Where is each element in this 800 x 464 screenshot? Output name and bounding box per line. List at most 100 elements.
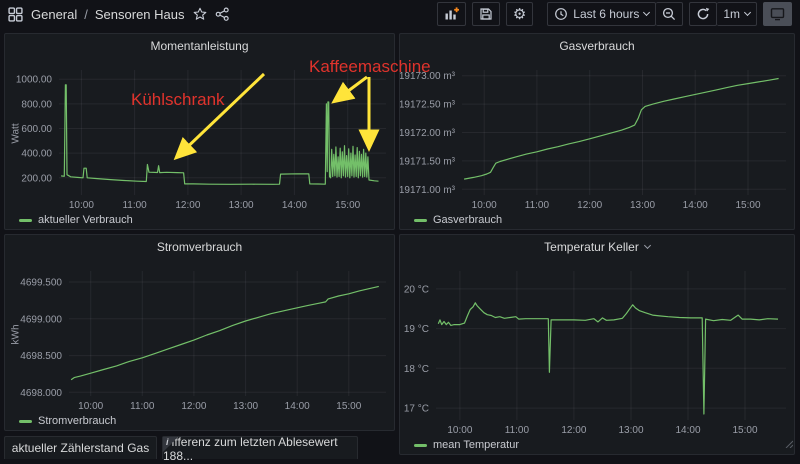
svg-text:15:00: 15:00 bbox=[735, 200, 760, 211]
chevron-down-icon bbox=[743, 8, 752, 17]
svg-text:1000.00: 1000.00 bbox=[16, 75, 53, 86]
top-nav: General / Sensoren Haus bbox=[0, 0, 800, 28]
panel-stromverbrauch: Stromverbrauch kWh 10:00 11:00 12:00 13:00 1… bbox=[4, 234, 395, 431]
legend-swatch bbox=[19, 419, 32, 423]
svg-text:200.00: 200.00 bbox=[21, 173, 52, 184]
chevron-down-icon bbox=[643, 241, 651, 250]
legend-item-mean-temperatur[interactable]: mean Temperatur bbox=[400, 436, 794, 454]
svg-text:12:00: 12:00 bbox=[577, 200, 602, 211]
svg-text:13:00: 13:00 bbox=[229, 200, 254, 211]
panel-title-stromverbrauch[interactable]: Stromverbrauch bbox=[156, 240, 243, 254]
zoom-out-button[interactable] bbox=[656, 2, 684, 26]
svg-text:4699.000: 4699.000 bbox=[20, 314, 62, 325]
time-range-label: Last 6 hours bbox=[573, 7, 640, 21]
panel-differenz-ablesewert: i Differenz zum letzten Ablesewert 188..… bbox=[162, 434, 358, 463]
clock-icon bbox=[555, 8, 568, 20]
svg-text:19172.00 m³: 19172.00 m³ bbox=[400, 128, 456, 139]
svg-text:13:00: 13:00 bbox=[630, 200, 655, 211]
time-picker-group: Last 6 hours bbox=[547, 2, 684, 26]
panel-title-temperatur-keller[interactable]: Temperatur Keller bbox=[400, 235, 794, 259]
svg-text:11:00: 11:00 bbox=[122, 200, 147, 211]
svg-text:12:00: 12:00 bbox=[561, 425, 586, 436]
breadcrumb-separator: / bbox=[84, 6, 88, 22]
share-icon[interactable] bbox=[215, 7, 229, 21]
svg-text:14:00: 14:00 bbox=[683, 200, 708, 211]
panel-zaehlerstand-gas: aktueller Zählerstand Gas bbox=[4, 436, 157, 459]
gear-icon: ⚙ bbox=[512, 5, 527, 23]
panel-title-differenz-ablesewert[interactable]: Differenz zum letzten Ablesewert 188... bbox=[163, 434, 338, 463]
svg-text:15:00: 15:00 bbox=[732, 425, 757, 436]
svg-text:13:00: 13:00 bbox=[233, 401, 258, 412]
legend-swatch bbox=[414, 443, 427, 447]
dashboard-canvas: Momentanleistung Watt 10:00 11:00 12:00 13:… bbox=[0, 28, 800, 463]
chart-temperatur-keller[interactable]: 10:00 11:00 12:00 13:00 14:00 15:00 17 °C 18 °C… bbox=[400, 259, 794, 436]
chart-gasverbrauch[interactable]: 10:00 11:00 12:00 13:00 14:00 15:00 19171.00 m… bbox=[400, 58, 794, 211]
panel-temperatur-keller: Temperatur Keller 10:00 11:00 12:00 13:00 14… bbox=[399, 234, 795, 455]
legend-item-stromverbrauch[interactable]: Stromverbrauch bbox=[5, 412, 394, 430]
panel-resize-handle[interactable] bbox=[785, 435, 794, 453]
time-range-button[interactable]: Last 6 hours bbox=[547, 2, 657, 26]
dashboard-settings-button[interactable]: ⚙ bbox=[505, 2, 534, 26]
svg-text:600.00: 600.00 bbox=[21, 124, 52, 135]
svg-text:19171.00 m³: 19171.00 m³ bbox=[400, 185, 456, 196]
refresh-interval-button[interactable]: 1m bbox=[717, 2, 757, 26]
add-panel-button[interactable] bbox=[436, 2, 466, 26]
refresh-group: 1m bbox=[689, 2, 757, 26]
refresh-interval-label: 1m bbox=[723, 7, 740, 21]
panel-momentanleistung: Momentanleistung Watt 10:00 11:00 12:00 13:… bbox=[4, 33, 395, 230]
panel-title-momentanleistung[interactable]: Momentanleistung bbox=[150, 39, 249, 53]
refresh-button[interactable] bbox=[689, 2, 718, 26]
breadcrumb-dashboard[interactable]: Sensoren Haus bbox=[94, 6, 185, 22]
svg-text:800.00: 800.00 bbox=[21, 99, 52, 110]
monitor-icon bbox=[770, 8, 785, 21]
dashboard-grid-icon[interactable] bbox=[8, 6, 23, 22]
chart-stromverbrauch[interactable]: kWh 10:00 11:00 12:00 13:00 14:00 15:00 4698.0… bbox=[5, 259, 394, 412]
svg-text:19 °C: 19 °C bbox=[404, 324, 429, 335]
svg-text:400.00: 400.00 bbox=[21, 149, 52, 160]
svg-text:12:00: 12:00 bbox=[175, 200, 200, 211]
svg-text:14:00: 14:00 bbox=[675, 425, 700, 436]
svg-text:18 °C: 18 °C bbox=[404, 364, 429, 375]
star-icon[interactable] bbox=[193, 7, 207, 21]
refresh-icon bbox=[698, 7, 710, 20]
save-dashboard-button[interactable] bbox=[471, 2, 500, 26]
legend-swatch bbox=[414, 218, 427, 222]
info-icon: i bbox=[166, 437, 169, 447]
svg-text:4698.000: 4698.000 bbox=[20, 388, 62, 399]
breadcrumb: General / Sensoren Haus bbox=[31, 7, 185, 22]
svg-text:10:00: 10:00 bbox=[69, 200, 94, 211]
kiosk-tv-button[interactable] bbox=[763, 2, 792, 26]
svg-text:11:00: 11:00 bbox=[130, 401, 155, 412]
panel-title-gasverbrauch[interactable]: Gasverbrauch bbox=[559, 39, 635, 53]
legend-swatch bbox=[19, 218, 32, 222]
svg-text:15:00: 15:00 bbox=[336, 401, 361, 412]
svg-text:19172.50 m³: 19172.50 m³ bbox=[400, 100, 456, 111]
svg-text:11:00: 11:00 bbox=[505, 425, 530, 436]
add-panel-icon bbox=[445, 7, 459, 20]
svg-text:10:00: 10:00 bbox=[472, 200, 497, 211]
save-icon bbox=[480, 8, 492, 20]
legend-item-gasverbrauch[interactable]: Gasverbrauch bbox=[400, 211, 794, 229]
chevron-down-icon bbox=[643, 8, 651, 17]
svg-text:10:00: 10:00 bbox=[78, 401, 103, 412]
breadcrumb-folder[interactable]: General bbox=[31, 6, 78, 22]
panel-title-zaehlerstand-gas[interactable]: aktueller Zählerstand Gas bbox=[11, 441, 150, 455]
chart-momentanleistung[interactable]: Watt 10:00 11:00 12:00 13:00 14:00 15:00 200.0… bbox=[5, 58, 394, 211]
legend-item-aktueller-verbrauch[interactable]: aktueller Verbrauch bbox=[5, 211, 394, 229]
svg-text:4698.500: 4698.500 bbox=[20, 351, 62, 362]
svg-text:12:00: 12:00 bbox=[181, 401, 206, 412]
svg-text:10:00: 10:00 bbox=[447, 425, 472, 436]
svg-text:13:00: 13:00 bbox=[618, 425, 643, 436]
svg-text:17 °C: 17 °C bbox=[404, 404, 429, 415]
svg-text:15:00: 15:00 bbox=[335, 200, 360, 211]
zoom-out-icon bbox=[663, 7, 676, 21]
svg-text:4699.500: 4699.500 bbox=[20, 278, 62, 289]
svg-text:19173.00 m³: 19173.00 m³ bbox=[400, 71, 456, 82]
panel-gasverbrauch: Gasverbrauch 10:00 11:00 12:00 13:00 14:00 15… bbox=[399, 33, 795, 230]
svg-text:14:00: 14:00 bbox=[285, 401, 310, 412]
svg-text:20 °C: 20 °C bbox=[404, 284, 429, 295]
svg-text:14:00: 14:00 bbox=[282, 200, 307, 211]
toolbar-right: ⚙ Last 6 hours bbox=[436, 2, 792, 26]
svg-text:19171.50 m³: 19171.50 m³ bbox=[400, 156, 456, 167]
info-corner-icon[interactable] bbox=[163, 437, 178, 452]
